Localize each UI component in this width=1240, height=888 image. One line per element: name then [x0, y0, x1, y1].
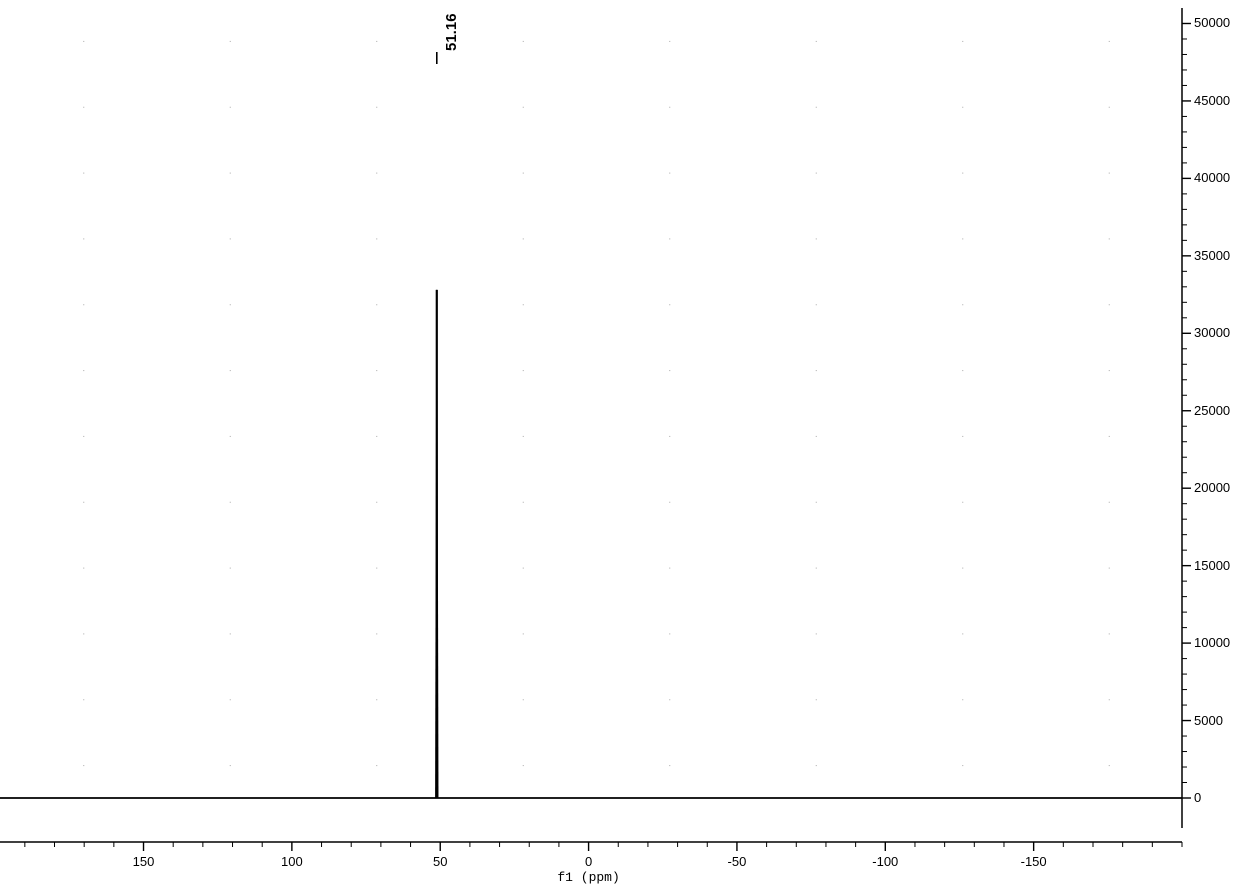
x-axis-label: f1 (ppm) [557, 870, 619, 885]
y-tick-label: 30000 [1194, 325, 1230, 340]
nmr-spectrum-svg [0, 0, 1240, 888]
y-tick-label: 25000 [1194, 403, 1230, 418]
x-tick-label: 150 [133, 854, 155, 869]
y-tick-label: 0 [1194, 790, 1201, 805]
y-tick-label: 45000 [1194, 93, 1230, 108]
x-tick-label: -100 [872, 854, 898, 869]
y-tick-label: 5000 [1194, 713, 1223, 728]
y-tick-label: 20000 [1194, 480, 1230, 495]
y-tick-label: 15000 [1194, 558, 1230, 573]
x-tick-label: -150 [1021, 854, 1047, 869]
x-tick-label: 50 [433, 854, 447, 869]
y-tick-label: 50000 [1194, 15, 1230, 30]
nmr-spectrum-frame: 51.16 f1 (ppm) 0 5000 10000 15000 20000 25000… [0, 0, 1240, 888]
x-tick-label: 100 [281, 854, 303, 869]
y-tick-label: 35000 [1194, 248, 1230, 263]
peak-label: 51.16 [443, 13, 460, 51]
x-tick-label: -50 [728, 854, 747, 869]
y-tick-label: 10000 [1194, 635, 1230, 650]
x-tick-label: 0 [585, 854, 592, 869]
y-tick-label: 40000 [1194, 170, 1230, 185]
